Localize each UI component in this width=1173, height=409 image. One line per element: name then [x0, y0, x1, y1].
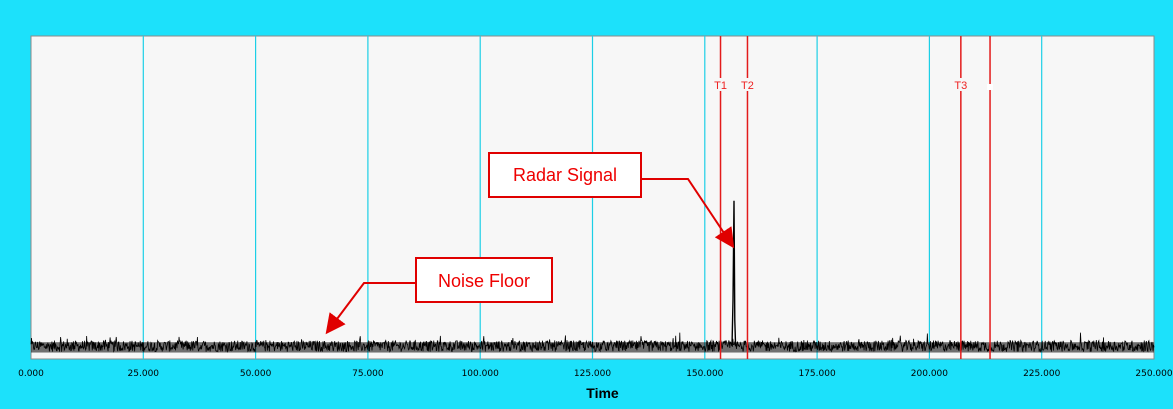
time-marker-label-bg	[713, 78, 728, 91]
callout-arrow	[641, 178, 735, 249]
time-marker-label-bg	[740, 78, 755, 91]
time-marker-label: T1	[714, 80, 727, 92]
grid-lines	[142, 36, 1043, 359]
radar-pulse	[731, 200, 737, 347]
time-marker-label: T2	[741, 80, 754, 92]
x-tick-label: 25.000	[128, 369, 160, 379]
callout-arrow	[325, 282, 416, 335]
time-marker-label: T3	[954, 80, 967, 92]
x-axis-ticks: 0.000 25.000 50.000 75.000 100.000 125.000 150…	[18, 369, 1173, 379]
callout-box	[415, 257, 553, 303]
x-tick-label: 175.000	[798, 369, 835, 379]
x-tick-label: 225.000	[1023, 369, 1060, 379]
x-tick-label: 0.000	[18, 369, 44, 379]
callout-text: Noise Floor	[438, 271, 530, 291]
time-markers: T1 T2 T3	[713, 36, 994, 359]
noise-floor-band	[31, 342, 1154, 353]
signal-trace	[30, 200, 1155, 353]
x-tick-label: 100.000	[462, 369, 499, 379]
x-tick-label: 200.000	[911, 369, 948, 379]
callout-text: Radar Signal	[513, 165, 617, 185]
x-axis-label: Time	[586, 385, 619, 401]
x-tick-label: 150.000	[686, 369, 723, 379]
x-tick-label: 50.000	[240, 369, 272, 379]
x-tick-label: 250.000	[1135, 369, 1172, 379]
x-tick-label: 125.000	[574, 369, 611, 379]
x-tick-label: 75.000	[352, 369, 384, 379]
annotations: Radar Signal Noise Floor	[325, 152, 735, 335]
callout-box	[488, 152, 642, 198]
time-marker-handle	[987, 84, 994, 90]
time-marker-label-bg	[953, 78, 968, 91]
